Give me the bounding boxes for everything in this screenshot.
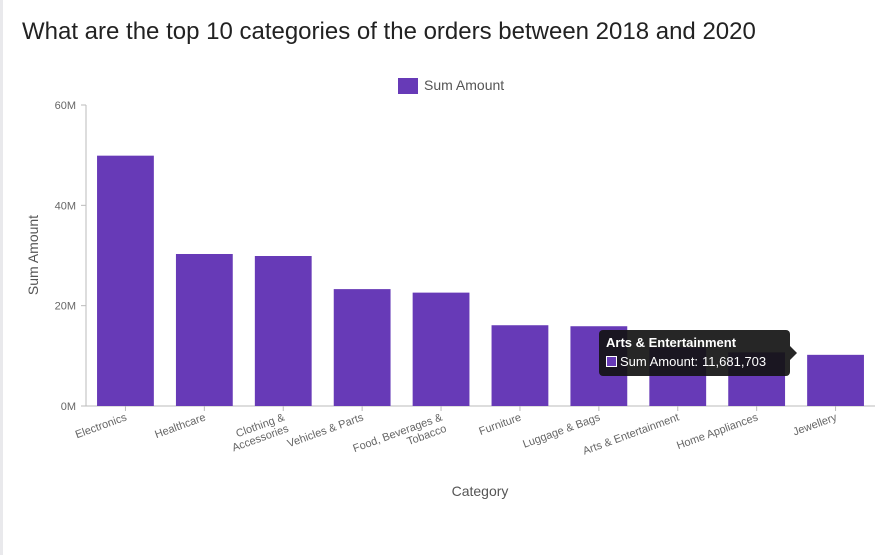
x-axis-title: Category [452,483,509,499]
legend-label-sum-amount: Sum Amount [424,77,504,93]
tooltip-title: Arts & Entertainment [606,335,737,350]
x-axis: Electronics Healthcare Clothing &Accessori… [74,405,875,466]
bar-furniture[interactable] [491,325,549,406]
tooltip-label: Sum Amount: [620,354,699,369]
tooltip-swatch [606,356,617,367]
x-tick-label-line: Furniture [477,412,522,438]
bar-series-sum-amount [97,155,864,406]
y-axis: 0M 20M 40M 60M [55,100,87,413]
x-tick-label-line: Healthcare [153,412,207,441]
page-title: What are the top 10 categories of the or… [22,18,756,45]
bar-electronics[interactable] [97,155,154,406]
x-tick-label-line: Electronics [74,411,129,441]
x-tick-label: Clothing &Accessories [226,411,291,454]
chart-legend[interactable]: Sum Amount [398,77,504,94]
bar-vehicles-parts[interactable] [333,289,391,406]
y-axis-title: Sum Amount [25,215,41,295]
x-tick-label: Food, Beverages &Tobacco [351,411,448,466]
x-tick-label: Furniture [477,412,522,438]
x-tick-label: Healthcare [153,412,207,441]
y-tick-label: 40M [55,200,76,212]
bar-clothing-accessories[interactable] [254,256,312,406]
bar-jewellery[interactable] [807,354,864,406]
page-left-border [0,0,3,555]
bar-food-beverages-tobacco[interactable] [412,292,470,406]
x-tick-label-line: Home Appliances [675,411,760,452]
tooltip-row: Sum Amount: 11,681,703 [606,354,783,369]
bar-tooltip: Arts & Entertainment Sum Amount: 11,681,… [599,330,797,376]
tooltip-value: 11,681,703 [702,354,767,369]
y-tick-label: 0M [61,401,76,413]
y-tick-label: 20M [55,301,76,313]
x-tick-label: Jewellery [791,411,839,438]
x-tick-label-line: Jewellery [791,411,839,438]
y-tick-label: 60M [55,100,76,112]
bar-healthcare[interactable] [175,253,233,406]
x-tick-label: Electronics [74,411,129,441]
x-tick-label: Home Appliances [675,411,760,452]
legend-swatch-sum-amount [398,78,418,94]
